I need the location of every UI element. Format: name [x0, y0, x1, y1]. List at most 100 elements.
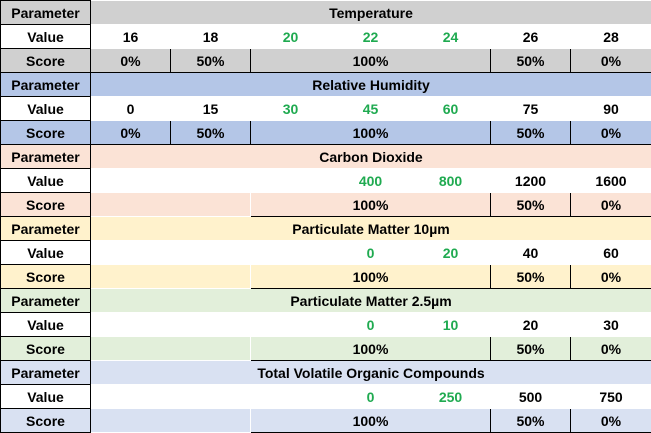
value-cell[interactable] [250, 312, 331, 337]
value-cell[interactable] [250, 240, 331, 265]
section-title-particulate-matter-2-5-m[interactable]: Particulate Matter 2.5µm [90, 288, 651, 313]
parameter-label[interactable]: Parameter [0, 0, 91, 25]
value-cell[interactable]: 60 [570, 240, 651, 265]
empty-cell[interactable] [90, 264, 251, 289]
score-cell[interactable]: 0% [569, 192, 651, 217]
value-cell[interactable]: 75 [490, 96, 571, 121]
value-cell[interactable]: 15 [170, 96, 251, 121]
score-cell[interactable]: 50% [490, 336, 571, 361]
parameter-label[interactable]: Parameter [0, 72, 91, 97]
score-label[interactable]: Score [0, 192, 91, 217]
section-title-total-volatile-organic-compounds[interactable]: Total Volatile Organic Compounds [90, 360, 651, 385]
value-label[interactable]: Value [0, 384, 91, 409]
score-cell[interactable]: 50% [170, 120, 251, 145]
value-cell[interactable] [90, 312, 171, 337]
section-title-relative-humidity[interactable]: Relative Humidity [90, 72, 651, 97]
section-title-carbon-dioxide[interactable]: Carbon Dioxide [90, 144, 651, 169]
score-cell[interactable]: 100% [250, 120, 491, 145]
value-cell[interactable]: 30 [570, 312, 651, 337]
value-cell[interactable]: 750 [570, 384, 651, 409]
score-label[interactable]: Score [0, 408, 91, 433]
value-cell[interactable]: 60 [410, 96, 491, 121]
value-cell[interactable] [90, 384, 171, 409]
score-cell[interactable]: 0% [569, 48, 651, 73]
value-cell[interactable]: 0 [90, 96, 171, 121]
value-cell[interactable]: 10 [410, 312, 491, 337]
empty-cell[interactable] [90, 408, 251, 433]
score-cell[interactable]: 100% [250, 48, 491, 73]
value-row-temperature: Value 16 18 20 22 24 26 28 [0, 24, 651, 49]
value-row-relative-humidity: Value 0 15 30 45 60 75 90 [0, 96, 651, 121]
score-label[interactable]: Score [0, 48, 91, 73]
score-cell[interactable]: 100% [250, 264, 491, 289]
value-cell[interactable]: 0 [330, 384, 411, 409]
score-row-temperature: Score 0% 50% 100% 50% 0% [0, 48, 651, 73]
value-cell[interactable]: 20 [410, 240, 491, 265]
value-label[interactable]: Value [0, 312, 91, 337]
value-cell[interactable]: 28 [570, 24, 651, 49]
parameter-label[interactable]: Parameter [0, 360, 91, 385]
section-title-particulate-matter-10-m[interactable]: Particulate Matter 10µm [90, 216, 651, 241]
value-cell[interactable] [170, 240, 251, 265]
score-cell[interactable]: 0% [569, 264, 651, 289]
value-label[interactable]: Value [0, 168, 91, 193]
score-cell[interactable]: 50% [490, 192, 571, 217]
value-cell[interactable] [250, 168, 331, 193]
value-cell[interactable]: 16 [90, 24, 171, 49]
parameter-row-total-volatile-organic-compounds: Parameter Total Volatile Organic Compound… [0, 360, 651, 385]
parameter-label[interactable]: Parameter [0, 144, 91, 169]
value-label[interactable]: Value [0, 240, 91, 265]
value-cell[interactable]: 20 [250, 24, 331, 49]
score-cell[interactable]: 50% [170, 48, 251, 73]
value-cell[interactable]: 400 [330, 168, 411, 193]
value-cell[interactable]: 40 [490, 240, 571, 265]
value-cell[interactable]: 45 [330, 96, 411, 121]
score-cell[interactable]: 50% [490, 408, 571, 433]
empty-cell[interactable] [90, 336, 251, 361]
value-cell[interactable] [170, 384, 251, 409]
value-cell[interactable] [170, 312, 251, 337]
score-cell[interactable]: 50% [490, 264, 571, 289]
score-row-particulate-matter-2-5-m: Score 100% 50% 0% [0, 336, 651, 361]
score-cell[interactable]: 0% [569, 336, 651, 361]
value-cell[interactable]: 1200 [490, 168, 571, 193]
parameter-label[interactable]: Parameter [0, 288, 91, 313]
score-cell[interactable]: 0% [90, 120, 171, 145]
score-label[interactable]: Score [0, 264, 91, 289]
score-row-total-volatile-organic-compounds: Score 100% 50% 0% [0, 408, 651, 433]
section-title-temperature[interactable]: Temperature [90, 0, 651, 25]
value-cell[interactable]: 1600 [570, 168, 651, 193]
score-label[interactable]: Score [0, 336, 91, 361]
empty-cell[interactable] [90, 192, 251, 217]
value-cell[interactable]: 250 [410, 384, 491, 409]
parameter-label[interactable]: Parameter [0, 216, 91, 241]
value-cell[interactable]: 24 [410, 24, 491, 49]
value-label[interactable]: Value [0, 96, 91, 121]
value-cell[interactable] [90, 168, 171, 193]
score-label[interactable]: Score [0, 120, 91, 145]
value-label[interactable]: Value [0, 24, 91, 49]
value-cell[interactable]: 26 [490, 24, 571, 49]
score-cell[interactable]: 0% [90, 48, 171, 73]
value-cell[interactable]: 90 [570, 96, 651, 121]
score-cell[interactable]: 0% [569, 120, 651, 145]
score-cell[interactable]: 100% [250, 408, 491, 433]
score-cell[interactable]: 100% [250, 336, 491, 361]
value-cell[interactable] [170, 168, 251, 193]
score-cell[interactable]: 0% [569, 408, 651, 433]
value-cell[interactable]: 30 [250, 96, 331, 121]
value-cell[interactable]: 22 [330, 24, 411, 49]
score-cell[interactable]: 100% [250, 192, 491, 217]
value-cell[interactable]: 20 [490, 312, 571, 337]
value-cell[interactable]: 500 [490, 384, 571, 409]
value-cell[interactable]: 18 [170, 24, 251, 49]
value-cell[interactable]: 800 [410, 168, 491, 193]
value-row-carbon-dioxide: Value 400 800 1200 1600 [0, 168, 651, 193]
value-cell[interactable] [90, 240, 171, 265]
value-cell[interactable]: 0 [330, 312, 411, 337]
value-cell[interactable] [250, 384, 331, 409]
score-cell[interactable]: 50% [490, 120, 571, 145]
score-cell[interactable]: 50% [490, 48, 571, 73]
value-cell[interactable]: 0 [330, 240, 411, 265]
value-row-total-volatile-organic-compounds: Value 0 250 500 750 [0, 384, 651, 409]
